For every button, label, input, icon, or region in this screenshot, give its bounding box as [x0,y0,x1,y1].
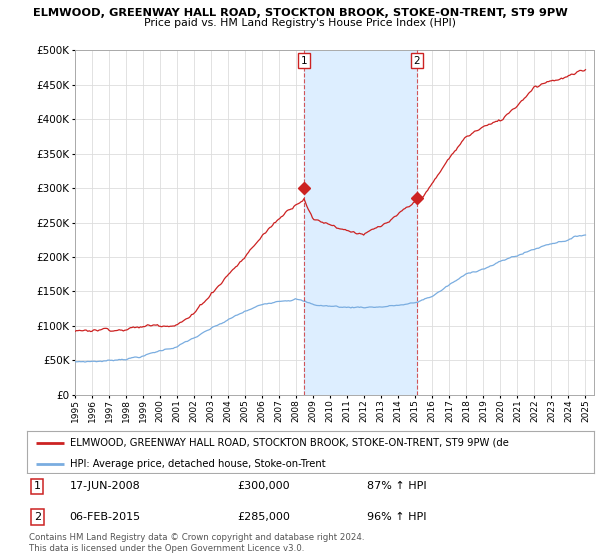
Text: 17-JUN-2008: 17-JUN-2008 [70,482,140,491]
Bar [304,50,417,395]
Text: £285,000: £285,000 [237,512,290,522]
Text: ELMWOOD, GREENWAY HALL ROAD, STOCKTON BROOK, STOKE-ON-TRENT, ST9 9PW (de: ELMWOOD, GREENWAY HALL ROAD, STOCKTON BR… [70,437,508,447]
Text: 2: 2 [34,512,41,522]
Text: 2: 2 [413,55,420,66]
Text: £300,000: £300,000 [237,482,289,491]
Text: Contains HM Land Registry data © Crown copyright and database right 2024.
This d: Contains HM Land Registry data © Crown c… [29,533,364,553]
Text: ELMWOOD, GREENWAY HALL ROAD, STOCKTON BROOK, STOKE-ON-TRENT, ST9 9PW: ELMWOOD, GREENWAY HALL ROAD, STOCKTON BR… [32,8,568,18]
Text: 06-FEB-2015: 06-FEB-2015 [70,512,140,522]
Text: HPI: Average price, detached house, Stoke-on-Trent: HPI: Average price, detached house, Stok… [70,459,325,469]
Text: 87% ↑ HPI: 87% ↑ HPI [367,482,427,491]
Text: 96% ↑ HPI: 96% ↑ HPI [367,512,427,522]
Text: 1: 1 [301,55,307,66]
Text: Price paid vs. HM Land Registry's House Price Index (HPI): Price paid vs. HM Land Registry's House … [144,18,456,28]
Text: 1: 1 [34,482,41,491]
